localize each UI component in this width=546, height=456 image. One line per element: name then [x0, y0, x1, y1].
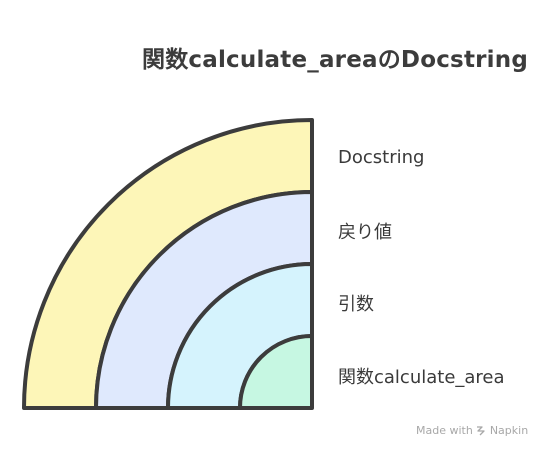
diagram-title: 関数calculate_areaのDocstring	[142, 47, 529, 73]
layer-label-arguments: 引数	[338, 294, 374, 315]
napkin-logo-icon	[476, 426, 485, 436]
layer-label-docstring: Docstring	[338, 147, 425, 168]
made-with-text: Made with	[416, 424, 473, 437]
made-with-napkin-footer[interactable]: Made with Napkin	[416, 424, 528, 437]
layer-core-function	[238, 334, 314, 410]
layer-label-return-value: 戻り値	[338, 222, 392, 243]
napkin-brand-text: Napkin	[489, 424, 529, 437]
layer-label-function: 関数calculate_area	[338, 367, 505, 388]
